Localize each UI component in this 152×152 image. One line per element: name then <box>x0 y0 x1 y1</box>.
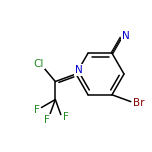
Text: Cl: Cl <box>34 59 44 69</box>
Text: F: F <box>44 115 50 124</box>
Text: F: F <box>63 112 69 122</box>
Text: N: N <box>75 65 83 75</box>
Text: F: F <box>34 105 39 114</box>
Text: N: N <box>122 31 130 41</box>
Text: Br: Br <box>133 98 145 108</box>
